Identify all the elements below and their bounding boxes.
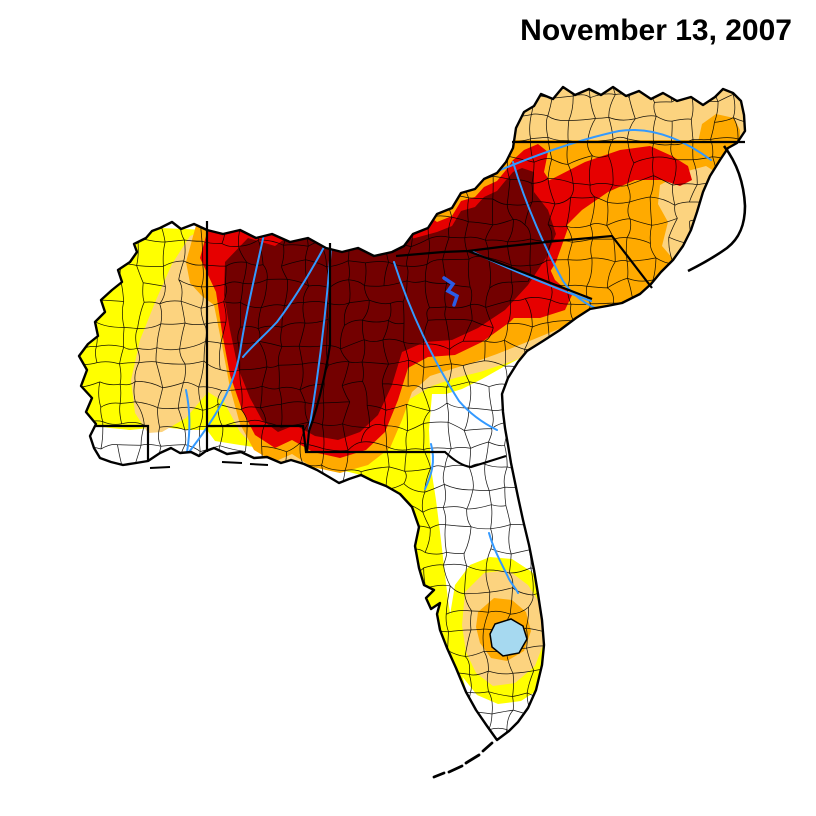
albemarle-pamlico-sound	[698, 190, 735, 242]
river-alabama	[242, 223, 337, 358]
sound-water	[686, 244, 706, 258]
reservoir-zigzag	[442, 276, 460, 307]
region-outline	[77, 85, 747, 742]
river-pascagoula	[185, 389, 191, 453]
outer-banks	[687, 145, 747, 273]
drought-layer-d2-virginia	[698, 114, 740, 142]
river-roanoke	[497, 129, 712, 172]
river-ocmulgee	[393, 261, 498, 431]
rivers	[185, 129, 712, 594]
date-label: November 13, 2007	[520, 14, 792, 47]
lake-okeechobee	[489, 618, 528, 657]
drought-severity-layers	[79, 87, 745, 740]
river-pee-dee	[512, 161, 599, 310]
river-st-johns	[488, 532, 519, 594]
state-boundaries	[95, 140, 745, 469]
drought-layer-d0-virginia-spot	[521, 91, 533, 103]
river-suwannee	[424, 443, 435, 490]
barrier-islands	[149, 461, 269, 469]
florida-keys	[432, 741, 494, 779]
